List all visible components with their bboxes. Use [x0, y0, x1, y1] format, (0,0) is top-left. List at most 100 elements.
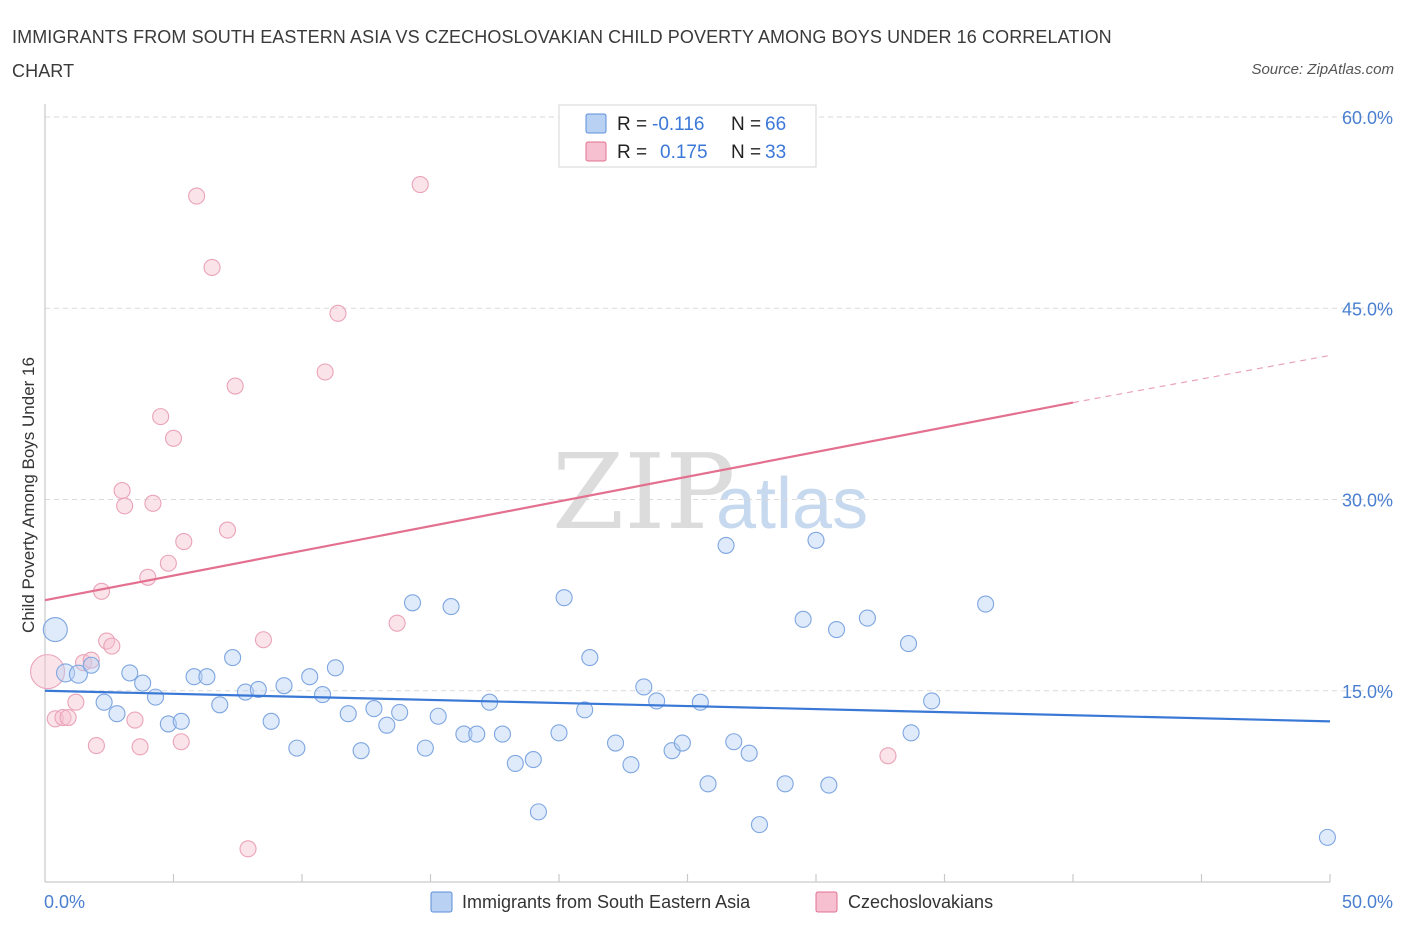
sea-immigrant-point — [42, 616, 68, 643]
watermark-zip: ZIP — [552, 431, 735, 553]
sea-immigrant-point — [555, 589, 573, 607]
czechoslovakian-point — [54, 708, 72, 727]
czechoslovakian-point — [126, 711, 144, 729]
sea-immigrant-point — [550, 724, 568, 742]
czechoslovakian-point — [226, 377, 244, 395]
sea-immigrant-point — [807, 531, 825, 549]
sea-immigrant-point — [576, 701, 594, 719]
czechoslovakian-point — [879, 747, 897, 765]
sea-immigrant-point — [249, 680, 267, 699]
chart-title: IMMIGRANTS FROM SOUTH EASTERN ASIA VS CZ… — [12, 27, 1112, 81]
stats-n-value-pink: 33 — [765, 142, 786, 163]
sea-immigrant-point — [506, 754, 524, 772]
legend-swatch-blue — [430, 891, 453, 913]
czechoslovakian-point — [67, 693, 85, 711]
sea-immigrant-point — [339, 705, 357, 723]
stats-swatch-blue — [585, 113, 607, 134]
czechoslovakian-point — [164, 429, 183, 447]
sea-immigrant-point — [635, 678, 653, 696]
x-ticks — [172, 874, 1331, 882]
sea-immigrant-point — [899, 635, 918, 653]
sea-immigrant-point — [301, 668, 319, 686]
sea-immigrant-point — [352, 742, 370, 760]
stats-n-value-blue: 66 — [765, 114, 786, 135]
czechoslovakian-points — [30, 176, 897, 858]
stats-n-label-blue: N = — [731, 114, 761, 135]
legend-label-blue: Immigrants from South Eastern Asia — [462, 892, 751, 912]
sea-immigrant-point — [185, 668, 203, 686]
sea-immigrant-point — [648, 692, 666, 710]
source-credit: Source: ZipAtlas.com — [1251, 61, 1394, 78]
sea-immigrant-point — [529, 803, 547, 821]
legend-label-pink: Czechoslovakians — [848, 892, 993, 912]
sea-immigrant-point — [159, 715, 177, 733]
sea-immigrant-point — [858, 609, 876, 627]
x-tick-label-max: 50.0% — [1342, 892, 1393, 912]
czechoslovakian-point — [30, 654, 66, 690]
czechoslovakian-point — [329, 304, 347, 322]
watermark-atlas: atlas — [716, 464, 868, 544]
sea-immigrant-point — [378, 716, 396, 734]
czechoslovakian-point — [203, 258, 221, 277]
sea-immigrant-point — [673, 734, 691, 752]
czechoslovakian-trend-line — [44, 401, 1074, 602]
sea-immigrant-point — [923, 692, 941, 710]
y-tick-label: 15.0% — [1342, 682, 1393, 702]
sea-immigrant-point — [725, 733, 743, 751]
stats-r-label-pink: R = — [617, 142, 647, 163]
czechoslovakian-point — [82, 651, 100, 669]
sea-immigrant-point — [902, 724, 920, 742]
czechoslovakian-point — [98, 632, 116, 650]
czechoslovakian-point — [113, 482, 131, 500]
czechoslovakian-point — [254, 631, 273, 649]
sea-immigrant-point — [429, 707, 447, 725]
sea-immigrant-point — [468, 725, 486, 743]
sea-immigrant-point — [224, 649, 242, 667]
czechoslovakian-point — [316, 363, 334, 381]
czechoslovakian-trend-extension — [1072, 354, 1331, 404]
sea-immigrant-point — [691, 693, 709, 711]
sea-immigrant-point — [794, 610, 812, 628]
trend-lines — [44, 354, 1331, 723]
sea-immigrant-point — [606, 734, 625, 752]
sea-immigrant-point — [828, 620, 846, 639]
sea-immigrant-point — [581, 649, 599, 667]
sea-immigrant-point — [198, 668, 216, 686]
sea-immigrant-point — [95, 693, 113, 711]
sea-immigrant-point — [275, 677, 293, 695]
y-tick-labels: 15.0% 30.0% 45.0% 60.0% — [1342, 108, 1393, 702]
sea-immigrant-point — [750, 816, 769, 834]
czechoslovakian-point — [139, 568, 157, 586]
sea-immigrant-point — [455, 725, 473, 743]
sea-immigrant-point — [391, 703, 409, 721]
sea-immigrant-point — [68, 664, 88, 684]
sea-immigrant-point — [622, 756, 640, 774]
czechoslovakian-point — [388, 614, 406, 632]
sea-immigrant-point — [699, 775, 717, 793]
legend-swatch-pink — [815, 891, 838, 913]
czechoslovakian-point — [87, 737, 105, 755]
sea-immigrant-point — [172, 712, 190, 730]
czechoslovakian-point — [239, 840, 257, 858]
czechoslovakian-point — [116, 497, 134, 515]
sea-immigrant-point — [262, 712, 280, 730]
czechoslovakian-point — [218, 521, 237, 539]
sea-immigrant-point — [314, 686, 332, 704]
sea-immigrant-point — [365, 700, 383, 718]
sea-immigrant-point — [776, 775, 794, 793]
czechoslovakian-point — [131, 738, 149, 756]
y-tick-label: 60.0% — [1342, 108, 1393, 128]
stats-n-label-pink: N = — [731, 142, 761, 163]
sea-immigrant-point — [211, 696, 229, 714]
stats-r-value-blue: -0.116 — [652, 114, 704, 135]
sea-immigrant-point — [977, 595, 995, 613]
y-tick-label: 30.0% — [1342, 491, 1393, 511]
sea-immigrant-point — [403, 594, 422, 612]
sea-immigrant-point — [121, 664, 139, 682]
czechoslovakian-point — [159, 554, 177, 572]
sea-immigrant-point — [146, 688, 165, 706]
sea-immigrant-point — [416, 739, 434, 757]
czechoslovakian-point — [175, 533, 193, 551]
czechoslovakian-point — [411, 176, 429, 194]
